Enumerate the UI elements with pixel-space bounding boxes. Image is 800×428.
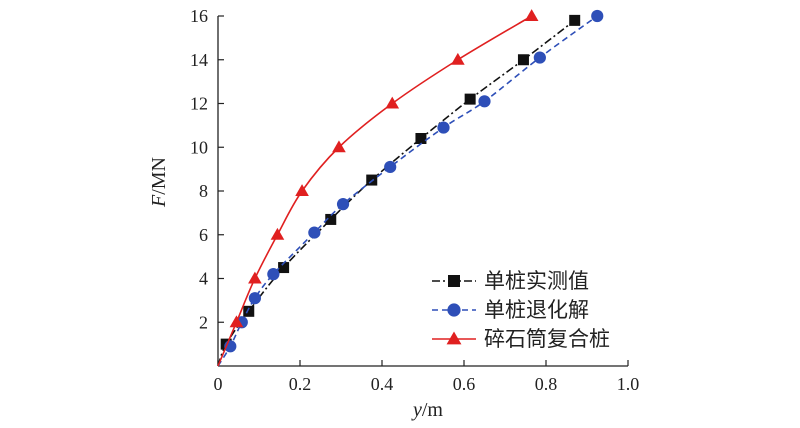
series-line [217, 15, 533, 367]
x-tick-label: 0.2 [289, 374, 312, 394]
marker-triangle [270, 227, 285, 240]
x-tick-label: 1.0 [617, 374, 640, 394]
marker-triangle [295, 184, 309, 196]
legend-item-1: 单桩实测值 [432, 269, 589, 293]
series-3 [217, 9, 539, 367]
marker-square [517, 54, 529, 66]
legend-item-2: 单桩退化解 [432, 298, 589, 322]
x-tick-label: 0.4 [371, 374, 394, 394]
marker-square [243, 305, 255, 317]
marker-square [569, 14, 581, 26]
axes: 0 0.2 0.4 0.6 0.8 1.0 2 4 6 8 10 12 14 16 [190, 6, 639, 394]
y-tick-label: 10 [190, 137, 208, 157]
y-tick-label: 8 [199, 181, 208, 201]
y-tick-label: 12 [190, 94, 208, 114]
marker-square [278, 262, 290, 274]
legend-label: 碎石筒复合桩 [484, 327, 610, 351]
legend-label: 单桩退化解 [484, 298, 589, 322]
marker-square [464, 93, 476, 105]
marker-triangle [451, 52, 465, 65]
marker-square [415, 133, 427, 144]
series-2 [217, 9, 604, 367]
x-tick-label: 0.6 [453, 374, 476, 394]
marker-circle [267, 268, 280, 281]
y-tick-label: 4 [199, 269, 208, 289]
y-tick-label: 16 [190, 6, 208, 26]
x-tick-label: 0.8 [535, 374, 558, 394]
legend-label: 单桩实测值 [484, 269, 589, 293]
marker-triangle [332, 140, 346, 153]
marker-circle [447, 303, 461, 317]
marker-circle [384, 160, 397, 174]
marker-circle [478, 95, 491, 108]
marker-triangle [248, 271, 262, 284]
series-line [217, 15, 598, 367]
y-tick-label: 2 [199, 312, 208, 332]
marker-circle [308, 226, 321, 239]
y-tick-label: 14 [190, 50, 208, 70]
marker-triangle [446, 331, 462, 345]
x-axis-label: y/m [411, 399, 443, 421]
marker-circle [591, 9, 604, 23]
series-layer [217, 9, 604, 367]
marker-circle [336, 198, 350, 211]
x-tick-label: 0 [214, 374, 223, 394]
y-tick-label: 6 [199, 225, 208, 245]
marker-square [325, 213, 337, 225]
marker-circle [248, 292, 261, 305]
marker-circle [533, 51, 546, 64]
y-axis-label: F/MN [148, 157, 170, 208]
marker-circle [437, 121, 450, 134]
marker-square [448, 275, 460, 287]
marker-triangle [229, 315, 244, 328]
marker-triangle [524, 9, 539, 21]
marker-triangle [385, 96, 400, 109]
legend-item-3: 碎石筒复合桩 [432, 327, 610, 351]
